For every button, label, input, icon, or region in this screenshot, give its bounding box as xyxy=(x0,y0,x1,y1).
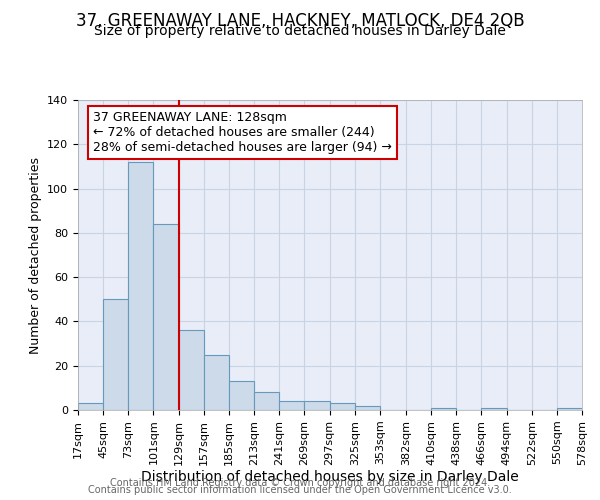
Y-axis label: Number of detached properties: Number of detached properties xyxy=(29,156,41,354)
Text: 37 GREENAWAY LANE: 128sqm
← 72% of detached houses are smaller (244)
28% of semi: 37 GREENAWAY LANE: 128sqm ← 72% of detac… xyxy=(93,111,392,154)
Bar xyxy=(128,162,154,410)
Text: Contains HM Land Registry data © Crown copyright and database right 2024.: Contains HM Land Registry data © Crown c… xyxy=(110,478,490,488)
Text: Contains public sector information licensed under the Open Government Licence v3: Contains public sector information licen… xyxy=(88,485,512,495)
Bar xyxy=(481,408,506,410)
Bar xyxy=(179,330,204,410)
Text: Size of property relative to detached houses in Darley Dale: Size of property relative to detached ho… xyxy=(94,24,506,38)
Bar xyxy=(329,404,355,410)
Bar xyxy=(154,224,179,410)
Bar xyxy=(304,401,329,410)
Bar xyxy=(254,392,279,410)
Bar xyxy=(355,406,380,410)
Bar xyxy=(103,300,128,410)
Text: 37, GREENAWAY LANE, HACKNEY, MATLOCK, DE4 2QB: 37, GREENAWAY LANE, HACKNEY, MATLOCK, DE… xyxy=(76,12,524,30)
Bar xyxy=(78,404,103,410)
Bar xyxy=(431,408,456,410)
X-axis label: Distribution of detached houses by size in Darley Dale: Distribution of detached houses by size … xyxy=(141,470,519,484)
Bar xyxy=(229,381,254,410)
Bar xyxy=(204,354,229,410)
Bar xyxy=(279,401,304,410)
Bar xyxy=(557,408,582,410)
